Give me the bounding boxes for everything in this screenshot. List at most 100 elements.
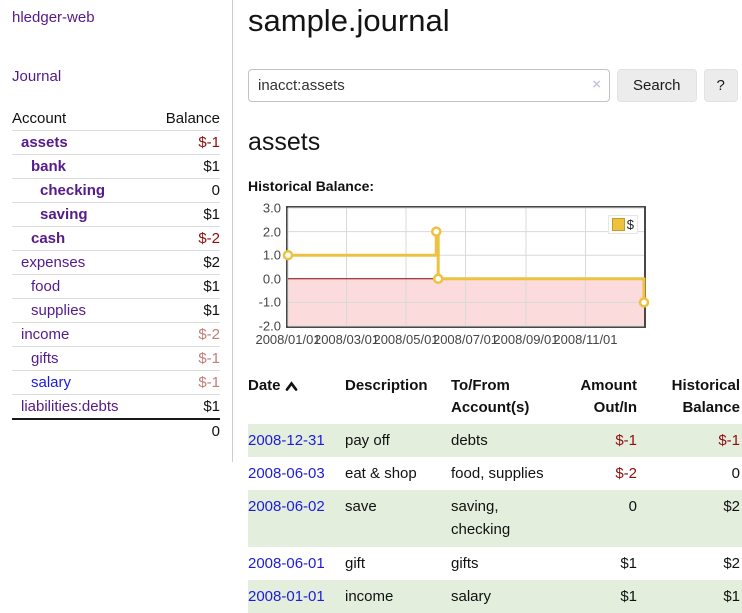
column-header-date[interactable]: Date (248, 373, 345, 424)
transaction-balance: 0 (731, 464, 740, 482)
account-balance: $-1 (149, 370, 220, 395)
account-row: supplies $1 (12, 298, 220, 323)
transaction-description: pay off (345, 431, 390, 449)
column-header-balance: Balance (149, 107, 220, 131)
sidebar-item-journal[interactable]: Journal (12, 68, 62, 85)
account-row: cash $-2 (12, 226, 220, 251)
account-link-income[interactable]: income (21, 326, 70, 343)
transaction-row: 2008-12-31 pay off debts $-1 $-1 (248, 423, 742, 457)
account-row: salary $-1 (12, 370, 220, 395)
account-link-liabilities-debts[interactable]: liabilities:debts (21, 398, 119, 415)
y-axis-tick-label: -2.0 (258, 318, 281, 334)
y-axis-tick-label: 0.0 (262, 271, 281, 287)
account-row: saving $1 (12, 202, 220, 227)
accounts-total-row: 0 (12, 418, 220, 443)
account-row: assets $-1 (12, 130, 220, 155)
account-balance: $-2 (149, 322, 220, 347)
account-balance: $-2 (149, 226, 220, 251)
accounts-table-header: Account Balance (12, 107, 220, 131)
transaction-description: income (345, 587, 394, 605)
x-axis-tick-label: 2008/09/01 (493, 332, 559, 347)
search-button[interactable]: Search (617, 69, 697, 102)
transaction-balance: $-1 (718, 431, 740, 449)
transaction-balance: $2 (723, 498, 740, 515)
account-balance: $1 (149, 154, 220, 179)
x-axis-tick-label: 2008/07/01 (432, 332, 499, 347)
transaction-description: gift (345, 554, 366, 572)
transaction-accounts: saving, checking (451, 498, 511, 539)
legend-swatch-icon (611, 218, 625, 231)
account-balance: $1 (149, 394, 220, 420)
help-button[interactable]: ? (703, 69, 738, 102)
account-balance: $-1 (149, 130, 220, 155)
transaction-balance: $2 (723, 554, 740, 572)
register-header-row: Date Description To/From Account(s) Amou… (248, 373, 742, 424)
account-row: income $-2 (12, 322, 220, 347)
account-link-saving[interactable]: saving (40, 206, 88, 223)
transaction-accounts: salary (451, 587, 492, 605)
transaction-amount: $-2 (615, 464, 637, 482)
account-balance: 0 (149, 178, 220, 203)
transaction-accounts: debts (451, 431, 488, 449)
search-input[interactable] (248, 69, 610, 102)
transaction-amount: $1 (620, 554, 637, 572)
account-balance: $2 (149, 250, 220, 275)
transaction-row: 2008-01-01 income salary $1 $1 (248, 579, 742, 613)
account-link-supplies[interactable]: supplies (31, 302, 87, 319)
transaction-amount: $1 (620, 587, 637, 605)
accounts-total-value: 0 (149, 418, 220, 443)
register-table: Date Description To/From Account(s) Amou… (248, 373, 742, 613)
transaction-date-link[interactable]: 2008-12-31 (248, 431, 325, 449)
transaction-date-link[interactable]: 2008-06-01 (248, 554, 325, 572)
chart-plot-area: $ (282, 206, 650, 328)
column-header-account: To/From Account(s) (451, 377, 530, 416)
chart-svg (282, 207, 650, 327)
transaction-date-link[interactable]: 2008-06-02 (248, 498, 325, 515)
transaction-description: save (345, 498, 377, 515)
account-link-gifts[interactable]: gifts (31, 350, 59, 367)
account-link-cash[interactable]: cash (31, 230, 66, 247)
x-axis-tick-label: 2008/03/01 (313, 332, 380, 347)
transaction-accounts: food, supplies (451, 464, 544, 482)
account-link-checking[interactable]: checking (40, 182, 106, 199)
transaction-amount: 0 (628, 498, 637, 515)
account-balance: $1 (149, 274, 220, 299)
transaction-date-link[interactable]: 2008-06-03 (248, 464, 325, 482)
app-brand-link[interactable]: hledger-web (12, 9, 95, 26)
account-row: liabilities:debts $1 (12, 394, 220, 420)
transaction-date-link[interactable]: 2008-01-01 (248, 587, 325, 605)
transaction-description: eat & shop (345, 464, 417, 482)
clear-search-icon[interactable]: × (592, 76, 601, 93)
account-row: checking 0 (12, 178, 220, 203)
y-axis-tick-label: 1.0 (262, 247, 281, 263)
main-content: sample.journal × Search ? assets Histori… (234, 0, 742, 613)
x-axis-tick-label: 2008/01/01 (255, 332, 321, 347)
legend-label: $ (626, 217, 634, 232)
account-link-expenses[interactable]: expenses (21, 254, 86, 271)
search-form: × Search ? (248, 69, 738, 102)
account-row: bank $1 (12, 154, 220, 179)
sidebar: hledger-web Journal Account Balance asse… (0, 0, 233, 462)
transaction-amount: $-1 (615, 431, 637, 449)
transaction-row: 2008-06-03 eat & shop food, supplies $-2… (248, 457, 742, 490)
account-link-salary[interactable]: salary (31, 374, 72, 391)
account-link-food[interactable]: food (31, 278, 61, 295)
transaction-balance: $1 (723, 587, 740, 605)
column-header-account: Account (12, 107, 150, 131)
column-header-balance: Historical Balance (671, 377, 740, 416)
transaction-row: 2008-06-01 gift gifts $1 $2 (248, 547, 742, 580)
y-axis-tick-label: 2.0 (262, 224, 281, 240)
account-row: gifts $-1 (12, 346, 220, 371)
account-link-bank[interactable]: bank (31, 158, 67, 175)
account-row: food $1 (12, 274, 220, 299)
account-balance: $1 (149, 202, 220, 227)
chart: $ 3.0 2.0 1.0 0.0 -1.0 -2.0 2008/01/01 2008/03/… (248, 202, 738, 348)
sort-ascending-icon (285, 381, 297, 391)
accounts-table: Account Balance assets $-1 bank $1 check… (12, 107, 220, 443)
chart-title: Historical Balance: (248, 178, 375, 194)
chart-legend: $ (607, 215, 638, 234)
x-axis-tick-label: 2008/11/01 (553, 332, 618, 347)
account-link-assets[interactable]: assets (21, 134, 68, 151)
account-balance: $1 (149, 298, 220, 323)
transaction-accounts: gifts (451, 554, 479, 572)
